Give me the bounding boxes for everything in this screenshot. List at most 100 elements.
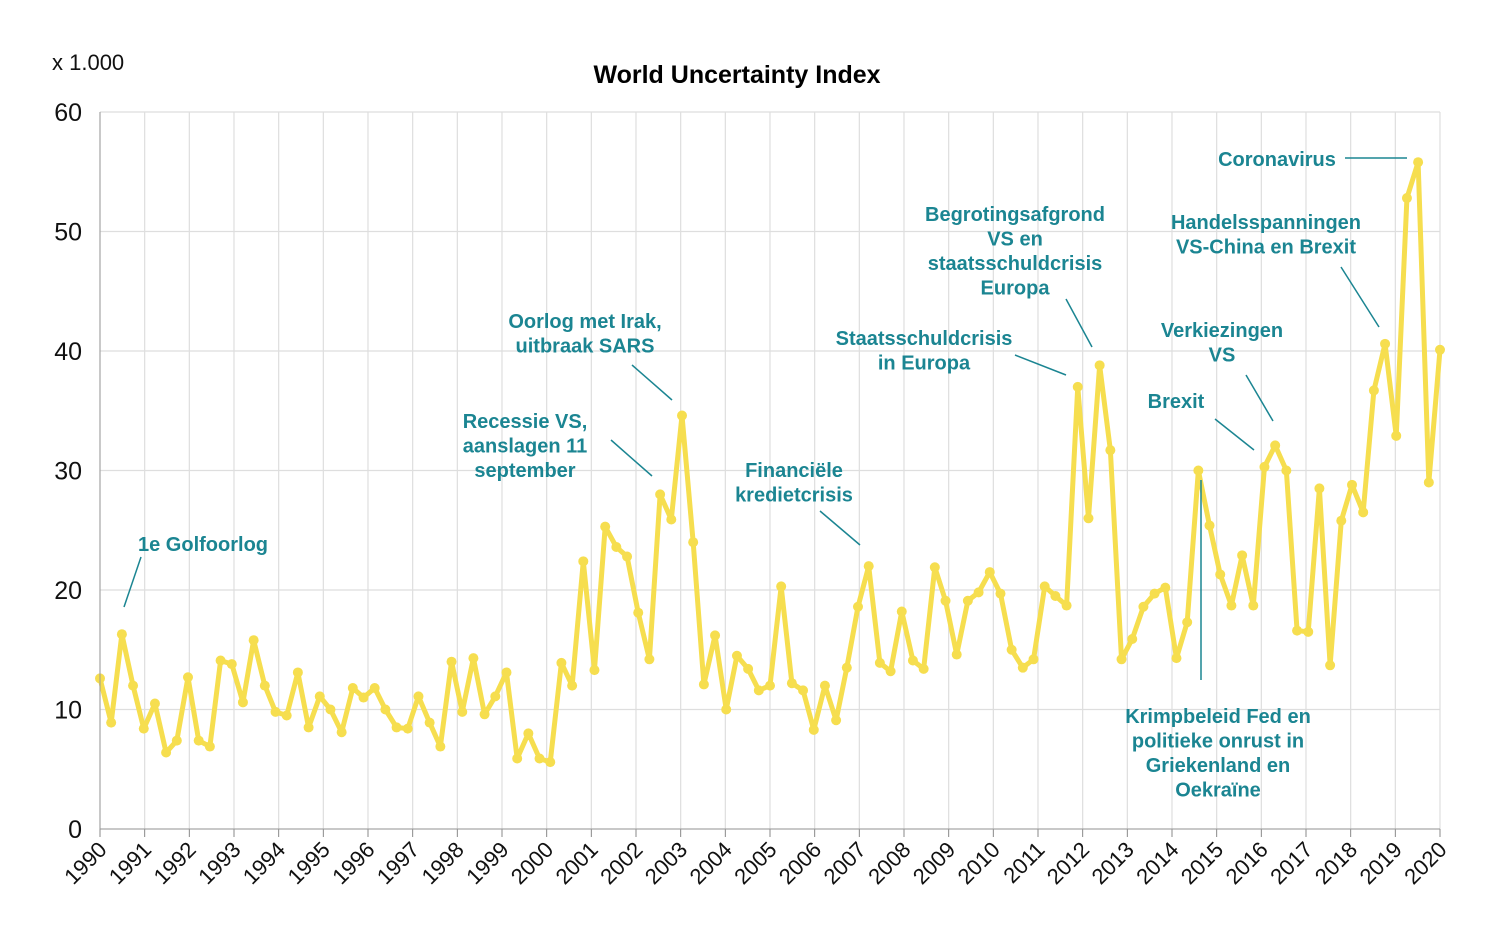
data-point: [534, 753, 545, 764]
data-point: [1336, 515, 1347, 526]
data-point: [1017, 662, 1028, 673]
data-point: [512, 753, 523, 764]
data-point: [1237, 550, 1248, 561]
annotation-line: Handelsspanningen: [1171, 212, 1361, 234]
x-tick-label: 2012: [1042, 837, 1094, 889]
annotation-line: 1e Golfoorlog: [138, 534, 268, 556]
data-point: [907, 655, 918, 666]
x-tick-label: 2015: [1176, 837, 1228, 889]
x-tick-label: 2000: [506, 837, 558, 889]
x-tick-label: 2018: [1310, 837, 1362, 889]
x-tick-label: 1999: [461, 837, 513, 889]
annotation: Handelsspanningen VS-China en Brexit: [1171, 212, 1361, 259]
x-tick-label: 2007: [819, 837, 871, 889]
data-point: [204, 741, 215, 752]
data-point: [688, 537, 699, 548]
data-point: [369, 682, 380, 693]
data-point: [325, 704, 336, 715]
data-point: [1347, 479, 1358, 490]
data-point: [885, 666, 896, 677]
data-point: [1358, 507, 1369, 518]
data-point: [1050, 590, 1061, 601]
x-tick-label: 2004: [685, 837, 737, 889]
y-tick-label: 30: [54, 458, 82, 486]
data-point: [501, 667, 512, 678]
data-point: [479, 709, 490, 720]
data-point: [1292, 625, 1303, 636]
data-point: [424, 717, 435, 728]
annotation: Staatsschuldcrisis in Europa: [836, 328, 1013, 375]
data-point: [984, 567, 995, 578]
data-point: [721, 704, 732, 715]
leader-line: [819, 510, 861, 546]
leader-line: [1245, 374, 1274, 422]
leader-line: [123, 556, 142, 608]
annotation-line: uitbraak SARS: [516, 336, 655, 358]
data-point: [589, 665, 600, 676]
leader-line: [1214, 418, 1255, 451]
data-point: [710, 630, 721, 641]
data-point: [435, 741, 446, 752]
data-point: [347, 682, 358, 693]
data-point: [545, 757, 556, 768]
x-tick-label: 2003: [640, 837, 692, 889]
x-tick-label: 2005: [729, 837, 781, 889]
data-point: [600, 521, 611, 532]
x-tick-label: 1992: [149, 837, 201, 889]
leaders: [123, 157, 1407, 680]
data-point: [314, 691, 325, 702]
x-tick-label: 1996: [327, 837, 379, 889]
x-tick-label: 2019: [1355, 837, 1407, 889]
data-point: [128, 680, 139, 691]
data-point: [1160, 582, 1171, 593]
data-point: [1094, 360, 1105, 371]
x-tick-label: 2011: [998, 837, 1049, 888]
data-point: [819, 680, 830, 691]
data-point: [1116, 654, 1127, 665]
data-point: [776, 581, 787, 592]
data-point: [698, 679, 709, 690]
x-tick-label: 2016: [1221, 837, 1273, 889]
leader-line: [610, 439, 653, 477]
data-point: [1270, 440, 1281, 451]
data-point: [292, 667, 303, 678]
data-point: [995, 588, 1006, 599]
annotation-line: staatsschuldcrisis: [928, 253, 1103, 275]
annotation-line: Griekenland en: [1146, 755, 1291, 777]
data-point: [1083, 513, 1094, 524]
data-point: [633, 607, 644, 618]
x-tick-label: 1994: [238, 837, 290, 889]
data-point: [1248, 600, 1259, 611]
data-point: [1127, 633, 1138, 644]
data-point: [1325, 660, 1336, 671]
x-tick-label: 1991: [104, 837, 156, 889]
y-tick-label: 0: [68, 816, 82, 844]
unit-label: x 1.000: [52, 50, 124, 75]
x-tick-label: 2014: [1131, 837, 1183, 889]
x-tick-label: 2017: [1265, 837, 1317, 889]
leader-line: [1065, 298, 1093, 348]
annotation: Krimpbeleid Fed en politieke onrust in Gri…: [1125, 706, 1311, 802]
data-point: [1423, 477, 1434, 488]
data-point: [841, 662, 852, 673]
annotation-line: in Europa: [878, 353, 971, 375]
data-point: [1281, 465, 1292, 476]
data-point: [929, 562, 940, 573]
data-point: [1028, 654, 1039, 665]
leader-line: [1014, 354, 1067, 376]
data-point: [358, 692, 369, 703]
data-point: [457, 706, 468, 717]
annotation: Oorlog met Irak, uitbraak SARS: [508, 311, 661, 358]
data-point: [1138, 601, 1149, 612]
data-point: [1368, 385, 1379, 396]
data-point: [962, 595, 973, 606]
data-point: [973, 587, 984, 598]
x-tick-label: 1993: [193, 837, 245, 889]
data-point: [808, 724, 819, 735]
data-point: [743, 663, 754, 674]
data-point: [753, 685, 764, 696]
x-tick-label: 2008: [863, 837, 915, 889]
data-point: [918, 663, 929, 674]
data-point: [303, 722, 314, 733]
data-point: [182, 672, 193, 683]
